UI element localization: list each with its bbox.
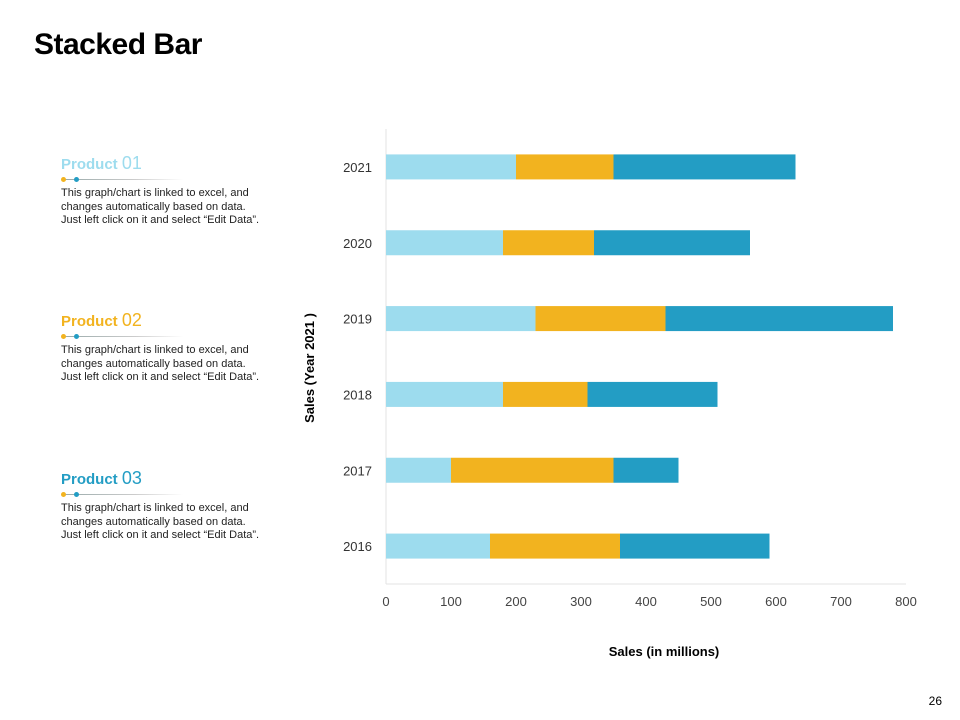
product-01-block: Product 01 This graph/chart is linked to… (61, 153, 261, 228)
product-02-title: Product 02 (61, 310, 261, 331)
y-tick-label: 2017 (343, 463, 372, 478)
bar-segment (451, 457, 614, 483)
dots-divider (61, 491, 261, 499)
y-tick-label: 2019 (343, 312, 372, 327)
product-number: 03 (121, 468, 142, 488)
bar-segment (503, 381, 588, 407)
product-label: Product (61, 471, 118, 488)
y-axis-label: Sales (Year 2021 ) (302, 313, 317, 423)
bar-segment (594, 230, 750, 256)
product-label: Product (61, 156, 118, 173)
bar-segment (386, 230, 503, 256)
product-03-description: This graph/chart is linked to excel, and… (61, 502, 260, 541)
page-title: Stacked Bar (34, 28, 202, 61)
page-number: 26 (928, 694, 942, 708)
bar-segment (386, 154, 516, 180)
product-02-block: Product 02 This graph/chart is linked to… (61, 310, 261, 385)
bar-segment (386, 533, 490, 559)
y-tick-label: 2016 (343, 539, 372, 554)
x-tick-label: 600 (765, 594, 787, 609)
x-tick-label: 200 (505, 594, 527, 609)
dots-divider (61, 333, 261, 341)
bar-segment (613, 457, 679, 483)
bar-segment (386, 381, 503, 407)
bar-segment (535, 306, 666, 332)
bar-segment (613, 154, 796, 180)
x-tick-label: 0 (382, 594, 389, 609)
x-tick-label: 400 (635, 594, 657, 609)
x-tick-label: 700 (830, 594, 852, 609)
product-03-block: Product 03 This graph/chart is linked to… (61, 468, 261, 543)
bar-segment (516, 154, 614, 180)
product-02-description: This graph/chart is linked to excel, and… (61, 344, 260, 383)
product-number: 02 (121, 310, 142, 330)
x-tick-label: 100 (440, 594, 462, 609)
x-tick-label: 800 (895, 594, 917, 609)
bar-segment (490, 533, 620, 559)
product-01-title: Product 01 (61, 153, 261, 174)
y-tick-label: 2021 (343, 160, 372, 175)
product-03-title: Product 03 (61, 468, 261, 489)
bar-segment (587, 381, 718, 407)
bar-segment (386, 457, 451, 483)
product-number: 01 (121, 153, 142, 173)
product-01-description: This graph/chart is linked to excel, and… (61, 187, 260, 226)
x-tick-label: 500 (700, 594, 722, 609)
dots-divider (61, 176, 261, 184)
y-tick-label: 2018 (343, 387, 372, 402)
x-tick-label: 300 (570, 594, 592, 609)
product-label: Product (61, 313, 118, 330)
y-tick-label: 2020 (343, 236, 372, 251)
bar-segment (386, 306, 536, 332)
bar-segment (665, 306, 893, 332)
bar-segment (503, 230, 594, 256)
x-axis-label: Sales (in millions) (609, 644, 720, 659)
bar-segment (620, 533, 770, 559)
